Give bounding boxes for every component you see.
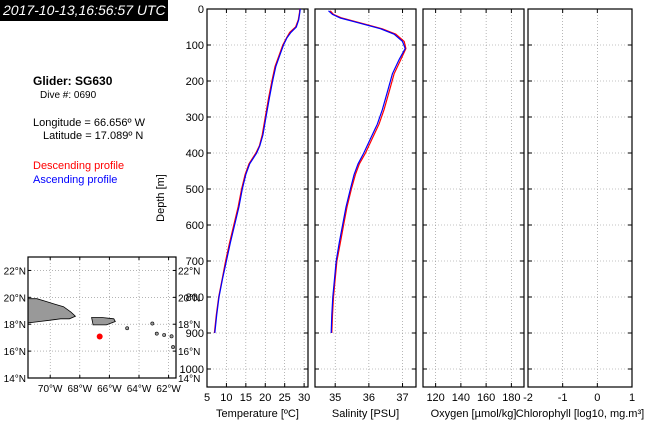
y-tick-label: 700 xyxy=(186,256,204,268)
x-axis-label-temperature: Temperature [ºC] xyxy=(216,408,299,420)
x-tick-label: 15 xyxy=(240,392,252,404)
glider-position-marker xyxy=(96,333,103,340)
map-lon-label: 64°W xyxy=(127,384,152,395)
x-axis-label-salinity: Salinity [PSU] xyxy=(332,408,399,420)
longitude-readout: Longitude = 66.656º W xyxy=(33,117,145,129)
y-tick-label: 900 xyxy=(186,328,204,340)
x-tick-label: 140 xyxy=(452,392,470,404)
y-tick-label: 800 xyxy=(186,292,204,304)
land-hispaniola xyxy=(27,298,77,324)
x-tick-label: 1 xyxy=(629,392,635,404)
panel-frame-oxygen xyxy=(422,8,525,388)
x-tick-label: 5 xyxy=(204,392,210,404)
map-lat-label: 20°N xyxy=(178,293,200,304)
x-tick-label: 37 xyxy=(396,392,408,404)
x-tick-label: 20 xyxy=(259,392,271,404)
timestamp: 2017-10-13,16:56:57 UTC xyxy=(0,0,168,21)
map-lat-label: 16°N xyxy=(4,347,26,358)
dive-number: Dive #: 0690 xyxy=(40,90,97,101)
x-tick-label: 30 xyxy=(298,392,310,404)
x-tick-label: 25 xyxy=(279,392,291,404)
x-tick-label: -2 xyxy=(523,392,533,404)
x-tick-label: 180 xyxy=(502,392,520,404)
map-lon-label: 70°W xyxy=(38,384,63,395)
map-lat-label: 22°N xyxy=(4,266,26,277)
y-tick-label: 400 xyxy=(186,148,204,160)
x-tick-label: 160 xyxy=(477,392,495,404)
land-small-island xyxy=(169,334,174,339)
series-line-salinity-ascending xyxy=(328,10,406,334)
x-tick-label: 35 xyxy=(329,392,341,404)
map-frame xyxy=(27,256,177,379)
land-small-island xyxy=(162,333,167,337)
land-small-island xyxy=(154,331,159,336)
x-tick-label: 120 xyxy=(426,392,444,404)
map-lat-label: 22°N xyxy=(178,266,200,277)
map-lat-label: 14°N xyxy=(4,374,26,385)
land-small-island xyxy=(150,321,155,326)
map-lat-label: 16°N xyxy=(178,347,200,358)
land-small-island xyxy=(171,345,175,349)
x-axis-label-chlorophyll: Chlorophyll [log10, mg.m³] xyxy=(516,408,644,420)
panel-frame-salinity xyxy=(314,8,417,388)
map-lat-label: 20°N xyxy=(4,293,26,304)
x-axis-label-oxygen: Oxygen [µmol/kg] xyxy=(431,408,517,420)
y-tick-label: 0 xyxy=(198,4,204,16)
series-line-temperature-descending xyxy=(213,8,301,334)
x-tick-label: 36 xyxy=(363,392,375,404)
y-tick-label: 600 xyxy=(186,220,204,232)
y-tick-label: 500 xyxy=(186,184,204,196)
y-tick-label: 1000 xyxy=(180,364,204,376)
land-small-island xyxy=(125,326,130,331)
y-tick-label: 300 xyxy=(186,112,204,124)
map-lat-label: 14°N xyxy=(178,374,200,385)
series-line-temperature-ascending xyxy=(214,8,301,334)
panel-frame-temperature xyxy=(206,8,309,388)
x-tick-label: 0 xyxy=(594,392,600,404)
latitude-readout: Latitude = 17.089º N xyxy=(43,130,144,142)
series-line-salinity-descending xyxy=(329,10,407,334)
x-tick-label: -1 xyxy=(558,392,568,404)
map-lat-label: 18°N xyxy=(4,320,26,331)
map-lat-label: 18°N xyxy=(178,320,200,331)
x-tick-label: 10 xyxy=(220,392,232,404)
y-tick-label: 100 xyxy=(186,40,204,52)
legend-descending: Descending profile xyxy=(33,160,125,172)
legend-ascending: Ascending profile xyxy=(33,174,118,186)
panel-frame-chlorophyll xyxy=(527,8,633,388)
map-lon-label: 66°W xyxy=(97,384,122,395)
land-puerto-rico xyxy=(91,317,116,326)
y-axis-label: Depth [m] xyxy=(155,174,167,222)
map-lon-label: 62°W xyxy=(156,384,181,395)
map-lon-label: 68°W xyxy=(68,384,93,395)
glider-title: Glider: SG630 xyxy=(33,74,113,88)
inset-map: 70°W 68°W 66°W 64°W 62°W 22°N 22°N 20°N 20°N 18°N… xyxy=(4,256,200,395)
y-tick-label: 200 xyxy=(186,76,204,88)
